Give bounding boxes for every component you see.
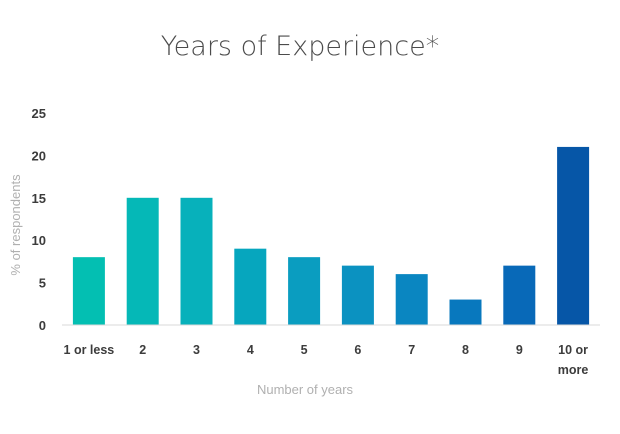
x-tick-label: 2: [139, 343, 146, 357]
bar: [126, 197, 159, 325]
bar: [449, 299, 482, 325]
x-tick-label: 10 or more: [558, 343, 589, 377]
x-tick-label: 7: [408, 343, 415, 357]
y-tick-label: 20: [32, 148, 46, 163]
x-tick-label: 9: [516, 343, 523, 357]
x-tick-label: 1 or less: [64, 343, 115, 357]
x-tick-label: 4: [247, 343, 254, 357]
x-tick-label: 5: [301, 343, 308, 357]
bar: [341, 265, 374, 325]
x-axis-label: Number of years: [257, 382, 354, 397]
y-tick-label: 15: [32, 191, 46, 206]
bar: [234, 248, 267, 325]
y-tick-label: 25: [32, 106, 46, 121]
x-tick-label: 6: [354, 343, 361, 357]
y-tick-label: 5: [39, 276, 46, 291]
bar: [180, 197, 213, 325]
y-tick-label: 10: [32, 233, 46, 248]
bar: [72, 257, 105, 325]
x-tick-label: 3: [193, 343, 200, 357]
bar: [557, 146, 590, 325]
y-tick-label: 0: [39, 318, 46, 333]
x-tick-label: 8: [462, 343, 469, 357]
bars: [72, 146, 590, 325]
y-axis-label: % of respondents: [8, 174, 23, 276]
bar: [503, 265, 536, 325]
bar: [395, 274, 428, 325]
bar: [288, 257, 321, 325]
x-axis-ticks: 1 or less 2 3 4 5 6 7 8 9 10 or more: [64, 343, 589, 377]
y-axis-ticks: 0 5 10 15 20 25: [32, 106, 46, 333]
chart-title: Years of Experience*: [161, 31, 440, 62]
